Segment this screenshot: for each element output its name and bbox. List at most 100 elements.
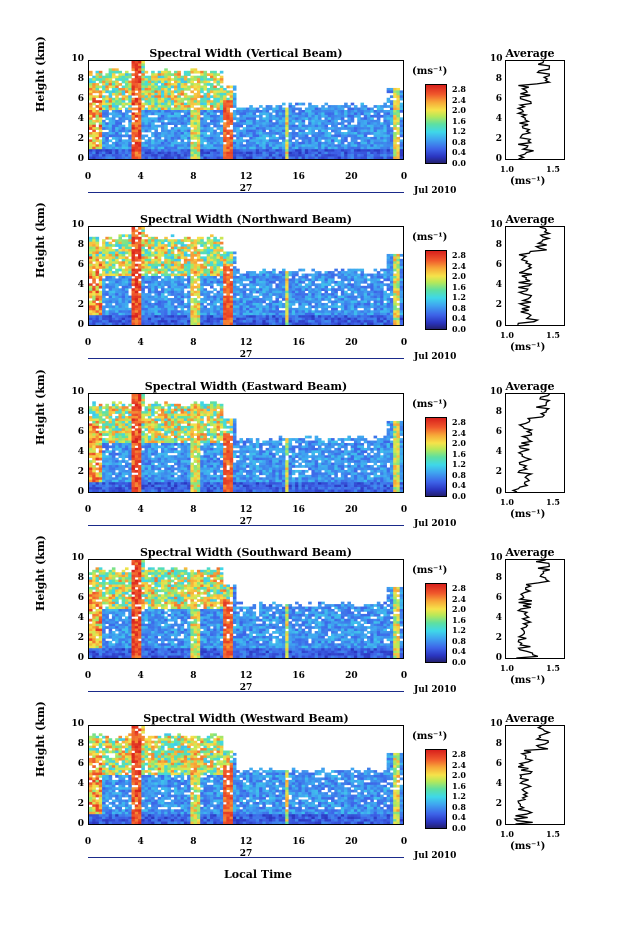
heatmap-cell bbox=[115, 285, 119, 289]
heatmap-cell bbox=[180, 75, 185, 79]
heatmap-cell bbox=[219, 249, 224, 252]
heatmap-cell bbox=[252, 278, 257, 282]
heatmap-cell bbox=[174, 100, 178, 103]
heatmap-cell bbox=[157, 105, 162, 108]
heatmap-cell bbox=[265, 107, 270, 111]
heatmap-cell bbox=[203, 320, 208, 323]
heatmap-cell bbox=[141, 105, 145, 108]
heatmap-cell bbox=[304, 127, 309, 130]
heatmap-cell bbox=[134, 283, 139, 287]
heatmap-cell bbox=[141, 278, 145, 282]
heatmap-cell bbox=[252, 312, 257, 316]
heatmap-cell bbox=[252, 124, 257, 128]
heatmap-cell bbox=[334, 117, 338, 121]
heatmap-cell bbox=[223, 107, 227, 111]
heatmap-cell bbox=[324, 283, 329, 287]
heatmap-cell bbox=[206, 278, 211, 282]
heatmap-cell bbox=[281, 149, 286, 152]
heatmap-cell bbox=[203, 249, 208, 252]
heatmap-cell bbox=[393, 144, 397, 148]
heatmap-cell bbox=[95, 285, 100, 289]
heatmap-cell bbox=[236, 305, 240, 309]
heatmap-cell bbox=[285, 149, 289, 152]
heatmap-cell bbox=[268, 288, 273, 291]
heatmap-cell bbox=[177, 107, 181, 111]
heatmap-cell bbox=[121, 73, 126, 76]
heatmap-cell bbox=[236, 112, 240, 116]
heatmap-cell bbox=[242, 310, 247, 314]
heatmap-cell bbox=[183, 310, 188, 314]
heatmap-cell bbox=[144, 320, 149, 323]
heatmap-cell bbox=[337, 156, 342, 159]
heatmap-cell bbox=[118, 305, 123, 309]
heatmap-cell bbox=[111, 249, 116, 252]
heatmap-cell bbox=[177, 102, 181, 106]
heatmap-cell bbox=[314, 139, 319, 143]
heatmap-cell bbox=[308, 119, 312, 123]
heatmap-cell bbox=[183, 278, 188, 282]
heatmap-cell bbox=[278, 132, 283, 135]
heatmap-cell bbox=[157, 102, 162, 106]
heatmap-cell bbox=[396, 97, 401, 101]
heatmap-cell bbox=[111, 114, 116, 118]
heatmap-cell bbox=[324, 310, 329, 314]
heatmap-cell bbox=[334, 129, 338, 133]
heatmap-cell bbox=[98, 124, 103, 128]
heatmap-cell bbox=[317, 315, 322, 318]
heatmap-cell bbox=[295, 280, 299, 284]
heatmap-cell bbox=[98, 144, 103, 148]
heatmap-cell bbox=[363, 320, 368, 323]
heatmap-cell bbox=[174, 239, 178, 242]
heatmap-cell bbox=[239, 317, 244, 321]
heatmap-cell bbox=[393, 141, 397, 145]
heatmap-cell bbox=[298, 276, 302, 279]
heatmap-cell bbox=[138, 134, 142, 138]
heatmap-cell bbox=[275, 114, 280, 118]
heatmap-cell bbox=[285, 273, 289, 277]
heatmap-cell bbox=[134, 241, 139, 245]
heatmap-cell bbox=[357, 273, 361, 277]
heatmap-cell bbox=[259, 290, 263, 294]
heatmap-cell bbox=[121, 80, 126, 84]
heatmap-cell bbox=[151, 278, 155, 282]
heatmap-cell bbox=[223, 320, 227, 323]
heatmap-cell bbox=[115, 87, 119, 91]
heatmap-cell bbox=[134, 293, 139, 296]
heatmap-cell bbox=[236, 139, 240, 143]
heatmap-cell bbox=[98, 122, 103, 125]
heatmap-cell bbox=[272, 278, 276, 282]
heatmap-cell bbox=[144, 83, 149, 86]
heatmap-cell bbox=[154, 280, 158, 284]
heatmap-cell bbox=[157, 75, 162, 79]
heatmap-cell bbox=[232, 280, 237, 284]
colorbar bbox=[425, 84, 447, 164]
heatmap-cell bbox=[285, 112, 289, 116]
heatmap-cell bbox=[154, 293, 158, 296]
heatmap-cell bbox=[288, 146, 293, 150]
heatmap-cell bbox=[314, 320, 319, 323]
heatmap-cell bbox=[213, 251, 217, 255]
heatmap-cell bbox=[360, 278, 365, 282]
heatmap-cell bbox=[180, 244, 185, 247]
heatmap-cell bbox=[386, 302, 391, 306]
heatmap-cell bbox=[167, 149, 172, 152]
heatmap-cell bbox=[157, 315, 162, 318]
heatmap-cell bbox=[154, 129, 158, 133]
heatmap-cell bbox=[350, 315, 355, 318]
heatmap-cell bbox=[232, 312, 237, 316]
heatmap-cell bbox=[98, 280, 103, 284]
heatmap-cell bbox=[288, 271, 293, 274]
heatmap-cell bbox=[108, 68, 113, 72]
heatmap-cell bbox=[268, 141, 273, 145]
heatmap-cell bbox=[190, 276, 194, 279]
heatmap-cell bbox=[154, 263, 158, 267]
heatmap-cell bbox=[272, 271, 276, 274]
heatmap-cell bbox=[216, 141, 221, 145]
heatmap-cell bbox=[200, 244, 204, 247]
heatmap-cell bbox=[183, 317, 188, 321]
heatmap-cell bbox=[174, 144, 178, 148]
heatmap-cell bbox=[383, 149, 387, 152]
heatmap-cell bbox=[285, 139, 289, 143]
heatmap-cell bbox=[288, 112, 293, 116]
heatmap-cell bbox=[180, 117, 185, 121]
